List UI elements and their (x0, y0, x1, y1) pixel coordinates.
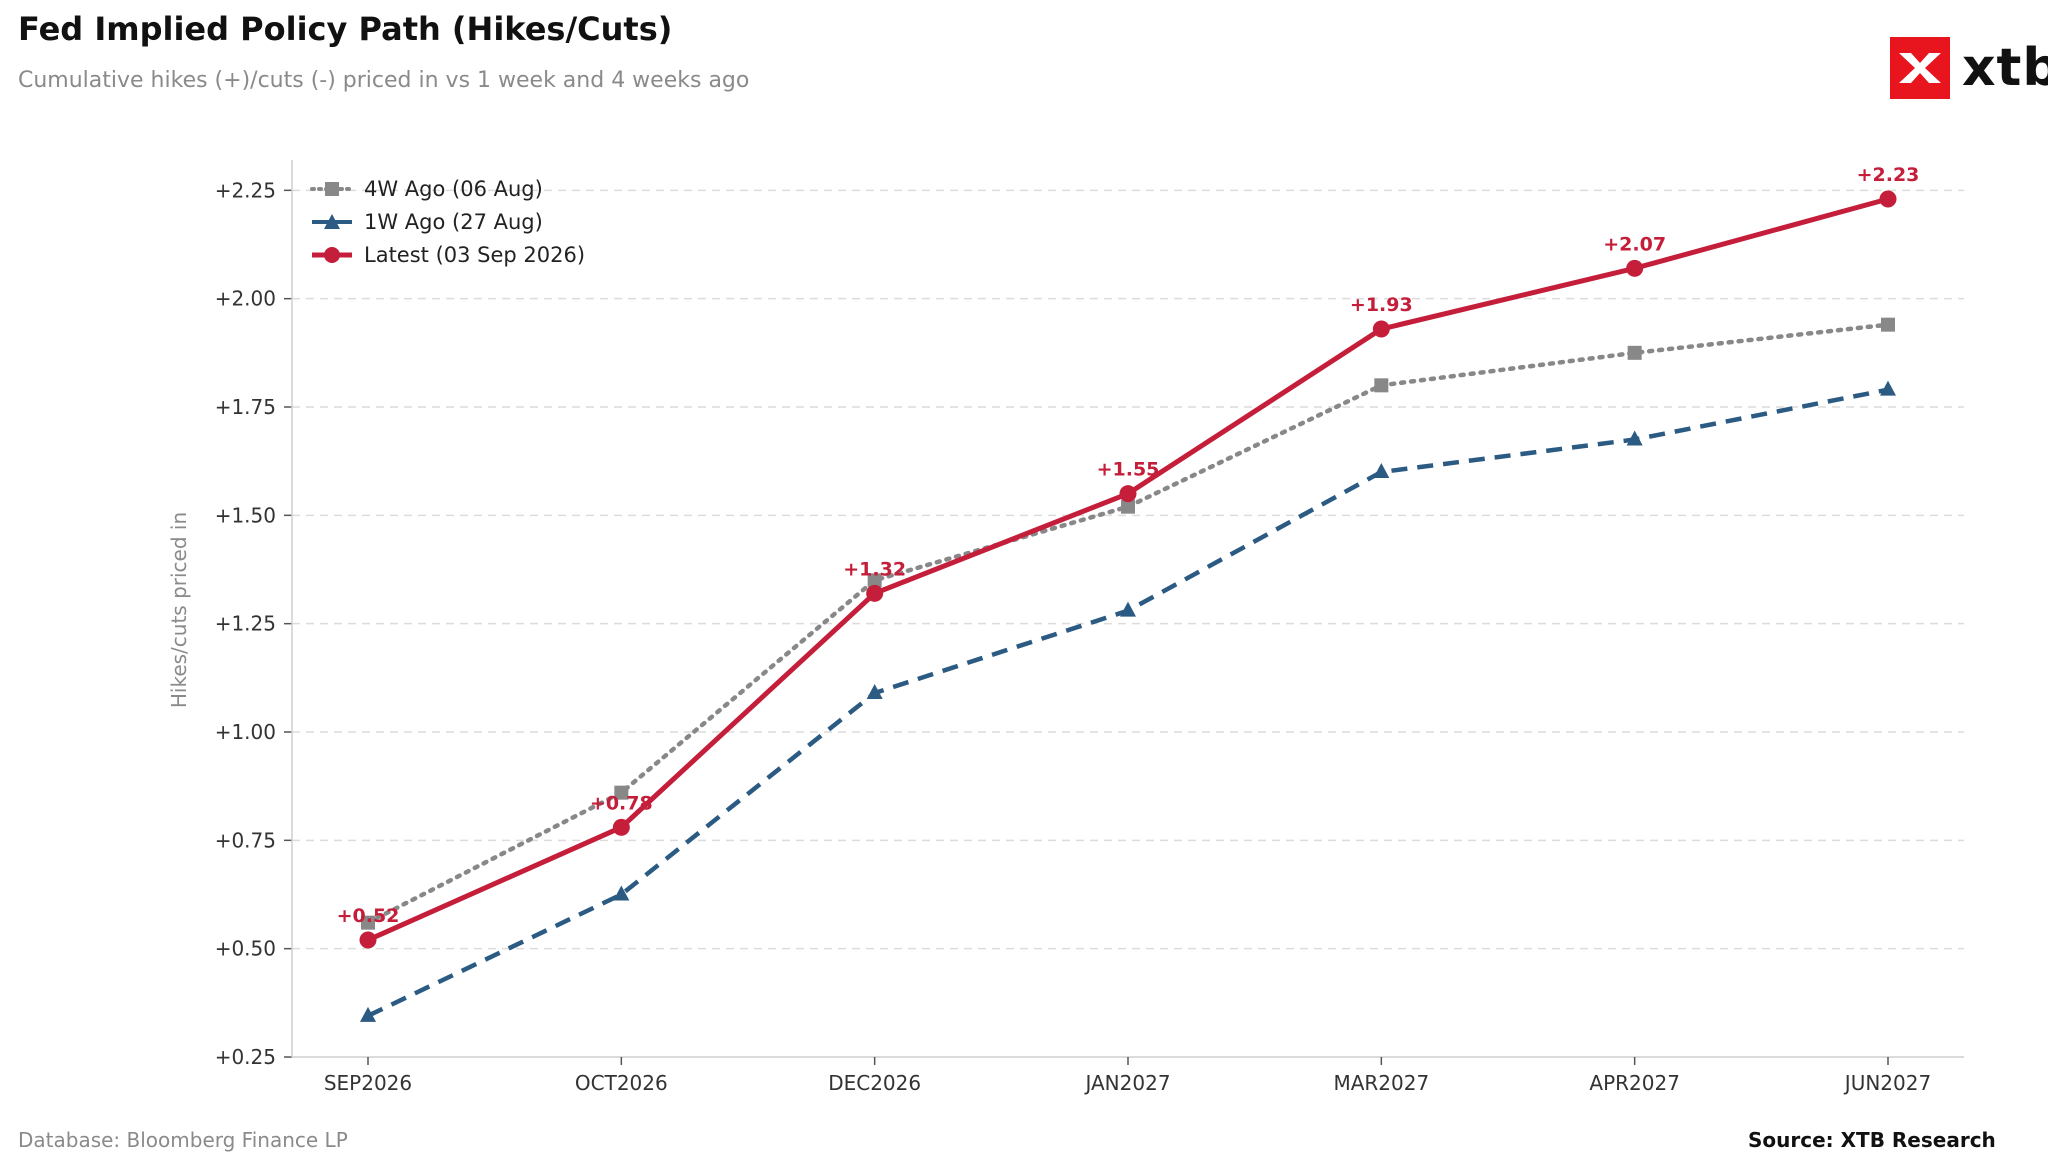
triangle-marker (1373, 463, 1390, 478)
square-marker (867, 573, 882, 588)
xtb-logo: xtb (1890, 36, 2048, 100)
x-tick-label: APR2027 (1589, 1071, 1680, 1095)
x-tick-label: OCT2026 (575, 1071, 668, 1095)
triangle-marker (866, 684, 883, 699)
footer-database: Database: Bloomberg Finance LP (18, 1128, 348, 1152)
y-tick-label: +2.25 (215, 178, 276, 202)
grid-lines (292, 189, 1964, 950)
data-label: +2.07 (1603, 233, 1666, 255)
series-line (367, 387, 1889, 1018)
axes: +0.25 +0.50 +0.75 +1.00 +1.25 +1.50 +1.75 +2.00… (215, 160, 1964, 1095)
y-tick-label: +1.50 (215, 503, 276, 527)
y-tick-label: +0.50 (215, 937, 276, 961)
square-marker (614, 785, 629, 800)
y-tick-label: +1.00 (215, 720, 276, 744)
legend-item-latest: Latest (03 Sep 2026) (310, 238, 585, 271)
legend-item-4w: 4W Ago (06 Aug) (310, 172, 585, 205)
data-label: +1.93 (1350, 294, 1413, 316)
x-tick-label: DEC2026 (828, 1071, 921, 1095)
circle-marker (1879, 190, 1897, 208)
circle-marker (866, 584, 884, 602)
square-marker (1627, 345, 1642, 360)
data-label: +0.78 (590, 792, 653, 814)
legend-label-4w: 4W Ago (06 Aug) (364, 176, 543, 201)
triangle-marker (1880, 380, 1896, 396)
square-marker (361, 915, 375, 930)
chart-subtitle: Cumulative hikes (+)/cuts (-) priced in … (18, 68, 750, 93)
legend-item-1w: 1W Ago (27 Aug) (310, 205, 585, 238)
triangle-marker (360, 1006, 376, 1022)
series-line (365, 322, 1891, 925)
circle-marker (1119, 485, 1137, 503)
circle-marker (1626, 259, 1644, 277)
legend-swatch-square (310, 181, 354, 196)
data-label: +2.23 (1857, 164, 1920, 186)
square-marker (1881, 317, 1895, 332)
chart-title: Fed Implied Policy Path (Hikes/Cuts) (18, 10, 673, 48)
y-axis-label: Hikes/cuts priced in (167, 512, 191, 708)
legend-label-1w: 1W Ago (27 Aug) (364, 209, 543, 234)
y-tick-label: +1.75 (215, 395, 276, 419)
footer-source: Source: XTB Research (1748, 1128, 1996, 1152)
y-tick-label: +2.00 (215, 287, 276, 311)
legend: 4W Ago (06 Aug) 1W Ago (27 Aug) Latest (… (310, 172, 585, 271)
data-label: +1.55 (1097, 459, 1160, 481)
series-line (365, 196, 1891, 943)
data-label: +0.52 (337, 905, 400, 927)
x-tick-label: MAR2027 (1333, 1071, 1429, 1095)
square-marker (1121, 499, 1135, 514)
legend-swatch-triangle (312, 213, 352, 229)
triangle-marker (613, 885, 630, 901)
square-marker (1374, 378, 1389, 393)
triangle-marker (1120, 601, 1136, 617)
circle-marker (612, 818, 630, 836)
y-tick-label: +0.75 (215, 828, 276, 852)
circle-marker (359, 931, 377, 949)
series (359, 190, 1897, 1022)
circle-marker (1372, 320, 1390, 338)
x-tick-label: JAN2027 (1083, 1071, 1170, 1095)
legend-label-latest: Latest (03 Sep 2026) (364, 242, 586, 267)
xtb-x-icon (1890, 37, 1950, 99)
x-tick-label: SEP2026 (324, 1071, 412, 1095)
data-label: +1.32 (843, 558, 906, 580)
data-labels: +0.52 +0.78 +1.32 +1.55 +1.93 +2.07 +2.23 (337, 164, 1920, 927)
logo-text: xtb (1962, 38, 2048, 98)
legend-swatch-circle (312, 246, 352, 263)
x-tick-label: JUN2027 (1843, 1071, 1931, 1095)
y-tick-label: +1.25 (215, 612, 276, 636)
y-tick-label: +0.25 (215, 1045, 276, 1069)
triangle-marker (1626, 430, 1643, 446)
